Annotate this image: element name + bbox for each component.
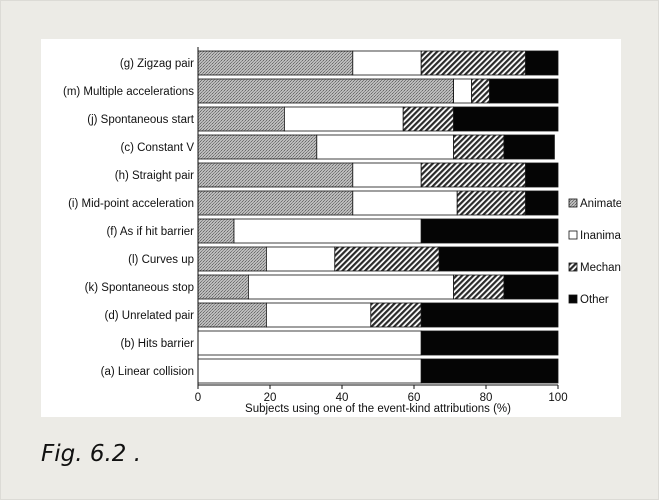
bar-segment-animate: [198, 163, 353, 187]
category-label: (f) As if hit barrier: [106, 226, 194, 238]
category-label: (j) Spontaneous start: [87, 114, 195, 126]
x-tick-label: 100: [548, 392, 567, 404]
legend-label-other: Other: [580, 294, 609, 306]
bar-segment-mechanical: [454, 135, 504, 159]
figure-caption: Fig. 6.2 .: [41, 441, 141, 467]
bar-segment-mechanical: [472, 79, 490, 103]
legend-swatch-mechanical: [569, 263, 577, 271]
bar-segment-animate: [198, 191, 353, 215]
x-tick-label: 0: [195, 392, 201, 404]
bar-segment-mechanical: [403, 107, 453, 131]
bar-segment-inanimate: [317, 135, 454, 159]
bar-segment-animate: [198, 51, 353, 75]
category-label: (c) Constant V: [121, 142, 195, 154]
x-axis-title: Subjects using one of the event-kind att…: [245, 403, 511, 415]
legend-label-mechanical: Mechanical: [580, 262, 621, 274]
bar-segment-other: [504, 135, 554, 159]
legend: Animate Inanimate Mechanical Other: [569, 198, 621, 306]
bar-segment-inanimate: [353, 191, 457, 215]
bar-segment-other: [504, 275, 558, 299]
bar-segment-animate: [198, 135, 317, 159]
bar-segment-mechanical: [421, 51, 525, 75]
bar-segment-other: [526, 163, 558, 187]
bar-segment-other: [421, 303, 558, 327]
chart-panel: (g) Zigzag pair (m) Multiple acceleration…: [41, 39, 621, 417]
bars-layer: [198, 51, 558, 383]
category-label: (m) Multiple accelerations: [63, 86, 194, 98]
bar-segment-inanimate: [266, 247, 334, 271]
category-label: (g) Zigzag pair: [120, 58, 194, 70]
bar-segment-mechanical: [371, 303, 421, 327]
bar-segment-other: [421, 359, 558, 383]
bar-segment-other: [454, 107, 558, 131]
bar-segment-inanimate: [353, 163, 421, 187]
category-label: (l) Curves up: [128, 254, 194, 266]
bar-segment-inanimate: [353, 51, 421, 75]
bar-segment-inanimate: [198, 359, 421, 383]
category-label: (b) Hits barrier: [121, 338, 195, 350]
category-label: (i) Mid-point acceleration: [68, 198, 194, 210]
category-label: (a) Linear collision: [101, 366, 194, 378]
bar-segment-other: [439, 247, 558, 271]
bar-segment-other: [490, 79, 558, 103]
bar-segment-animate: [198, 107, 284, 131]
bar-segment-other: [526, 51, 558, 75]
bar-segment-inanimate: [454, 79, 472, 103]
bar-segment-animate: [198, 303, 266, 327]
bar-segment-inanimate: [284, 107, 403, 131]
bar-segment-other: [421, 219, 558, 243]
legend-swatch-other: [569, 295, 577, 303]
bar-segment-mechanical: [457, 191, 525, 215]
bar-segment-other: [421, 331, 558, 355]
bar-segment-mechanical: [335, 247, 439, 271]
stacked-bar-chart: (g) Zigzag pair (m) Multiple acceleration…: [41, 39, 621, 417]
bar-segment-animate: [198, 219, 234, 243]
category-label: (d) Unrelated pair: [105, 310, 195, 322]
bar-segment-animate: [198, 79, 454, 103]
bar-segment-animate: [198, 275, 248, 299]
bar-segment-inanimate: [198, 331, 421, 355]
legend-label-animate: Animate: [580, 198, 621, 210]
legend-label-inanimate: Inanimate: [580, 230, 621, 242]
bar-segment-other: [526, 191, 558, 215]
bar-segment-mechanical: [454, 275, 504, 299]
category-label: (h) Straight pair: [115, 170, 194, 182]
bar-segment-inanimate: [248, 275, 453, 299]
bar-segment-inanimate: [266, 303, 370, 327]
category-labels: (g) Zigzag pair (m) Multiple acceleration…: [63, 58, 195, 378]
bar-segment-inanimate: [234, 219, 421, 243]
legend-swatch-inanimate: [569, 231, 577, 239]
legend-swatch-animate: [569, 199, 577, 207]
bar-segment-animate: [198, 247, 266, 271]
category-label: (k) Spontaneous stop: [85, 282, 194, 294]
bar-segment-mechanical: [421, 163, 525, 187]
